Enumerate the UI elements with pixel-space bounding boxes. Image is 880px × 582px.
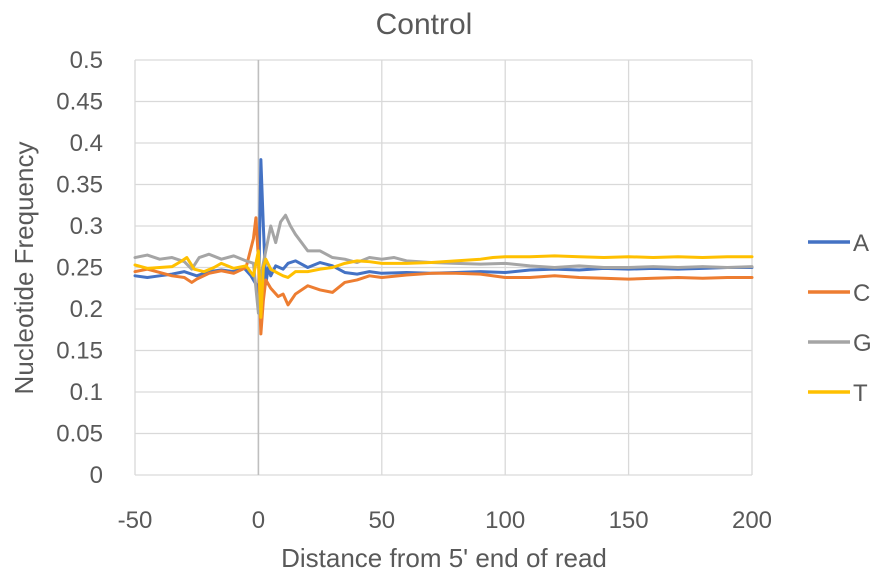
x-axis-title: Distance from 5' end of read [281,543,607,573]
y-tick-label: 0.25 [56,255,103,282]
series-line-a [133,158,754,311]
legend-label-c: C [853,280,870,307]
y-tick-label: 0.1 [70,379,103,406]
x-tick-label: 100 [485,507,525,534]
x-tick-label: 150 [609,507,649,534]
y-tick-label: 0.5 [70,47,103,74]
y-tick-label: 0.45 [56,89,103,116]
y-tick-label: 0.4 [70,130,103,157]
plot-area: 0 0.05 0.1 0.15 0.2 0.25 0.3 0.35 0.4 0.45 0.5 -50 0… [56,47,772,534]
legend-label-t: T [853,380,868,407]
series-line-c [133,216,754,336]
chart-title: Control [376,8,473,41]
y-tick-label: 0.35 [56,172,103,199]
y-tick-label: 0.05 [56,421,103,448]
y-tick-label: 0.15 [56,338,103,365]
y-tick-label: 0.2 [70,296,103,323]
y-tick-label: 0 [90,462,103,489]
series-line-t [133,249,754,319]
y-tick-label: 0.3 [70,213,103,240]
x-tick-label: 200 [732,507,772,534]
series-line-g [133,213,754,315]
x-tick-label: -50 [118,507,153,534]
y-axis-title: Nucleotide Frequency [9,142,39,395]
x-tick-label: 0 [252,507,265,534]
x-tick-label: 50 [368,507,395,534]
legend-label-g: G [853,330,872,357]
legend-label-a: A [853,230,869,257]
